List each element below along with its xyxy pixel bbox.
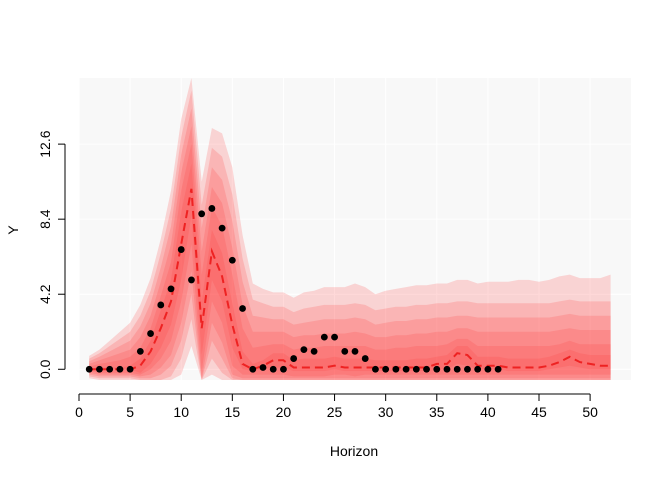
- forecast-band-3: [89, 126, 611, 379]
- observed-point: [208, 205, 216, 212]
- axes: 0 5 10 15 20 25 30 35 40 45 50 0.0 4.2 8.4 12.6: [37, 130, 598, 420]
- observed-point: [290, 355, 298, 362]
- x-tick-label: 5: [126, 404, 134, 420]
- observed-point: [484, 365, 492, 373]
- observed-point: [188, 276, 195, 284]
- observed-point: [249, 365, 257, 373]
- x-tick-label: 15: [225, 404, 241, 420]
- observed-point: [126, 365, 134, 373]
- x-tick-label: 25: [327, 404, 343, 420]
- x-tick-label: 40: [480, 404, 496, 420]
- observed-point: [177, 246, 185, 253]
- y-tick-label: 4.2: [37, 284, 53, 304]
- observed-point: [147, 330, 154, 337]
- observed-point: [494, 365, 502, 373]
- observed-point: [372, 365, 379, 373]
- observed-point: [361, 355, 369, 362]
- observed-point: [453, 365, 461, 373]
- observed-point: [392, 365, 400, 373]
- forecast-band-5: [89, 90, 611, 380]
- observed-points: [85, 205, 502, 373]
- observed-point: [259, 364, 267, 371]
- x-tick-label: 20: [276, 404, 292, 420]
- y-tick-label: 8.4: [37, 209, 53, 229]
- observed-point: [320, 333, 328, 341]
- x-tick-label: 10: [173, 404, 189, 420]
- observed-point: [331, 333, 338, 341]
- observed-point: [474, 365, 482, 373]
- observed-point: [116, 365, 124, 373]
- observed-point: [218, 224, 226, 232]
- observed-point: [157, 301, 165, 309]
- x-tick-label: 30: [378, 404, 394, 420]
- y-tick-label: 12.6: [37, 130, 53, 157]
- observed-point: [443, 365, 451, 373]
- forecast-band-6: [89, 78, 611, 380]
- x-tick-label: 50: [582, 404, 598, 420]
- observed-point: [106, 365, 114, 373]
- x-tick-label: 45: [531, 404, 547, 420]
- x-tick-label: 35: [429, 404, 445, 420]
- observed-point: [402, 365, 410, 373]
- observed-point: [341, 348, 349, 355]
- observed-point: [412, 365, 420, 373]
- observed-point: [228, 256, 236, 264]
- observed-point: [269, 365, 277, 373]
- observed-point: [310, 348, 318, 355]
- observed-point: [167, 285, 175, 293]
- x-axis-title: Horizon: [330, 443, 378, 459]
- observed-point: [433, 365, 441, 373]
- forecast-band-4: [89, 108, 611, 381]
- observed-point: [198, 210, 206, 218]
- x-tick-label: 0: [75, 404, 83, 420]
- observed-point: [382, 365, 390, 373]
- observed-point: [239, 305, 246, 312]
- observed-point: [85, 365, 93, 373]
- y-axis-title: Y: [5, 225, 21, 235]
- observed-point: [300, 346, 308, 354]
- observed-point: [280, 365, 287, 373]
- observed-point: [464, 365, 471, 373]
- observed-point: [136, 348, 144, 355]
- observed-point: [96, 365, 103, 373]
- observed-point: [423, 365, 430, 373]
- grid-lines: [78, 78, 631, 380]
- observed-point: [351, 348, 359, 355]
- y-tick-label: 0.0: [37, 359, 53, 379]
